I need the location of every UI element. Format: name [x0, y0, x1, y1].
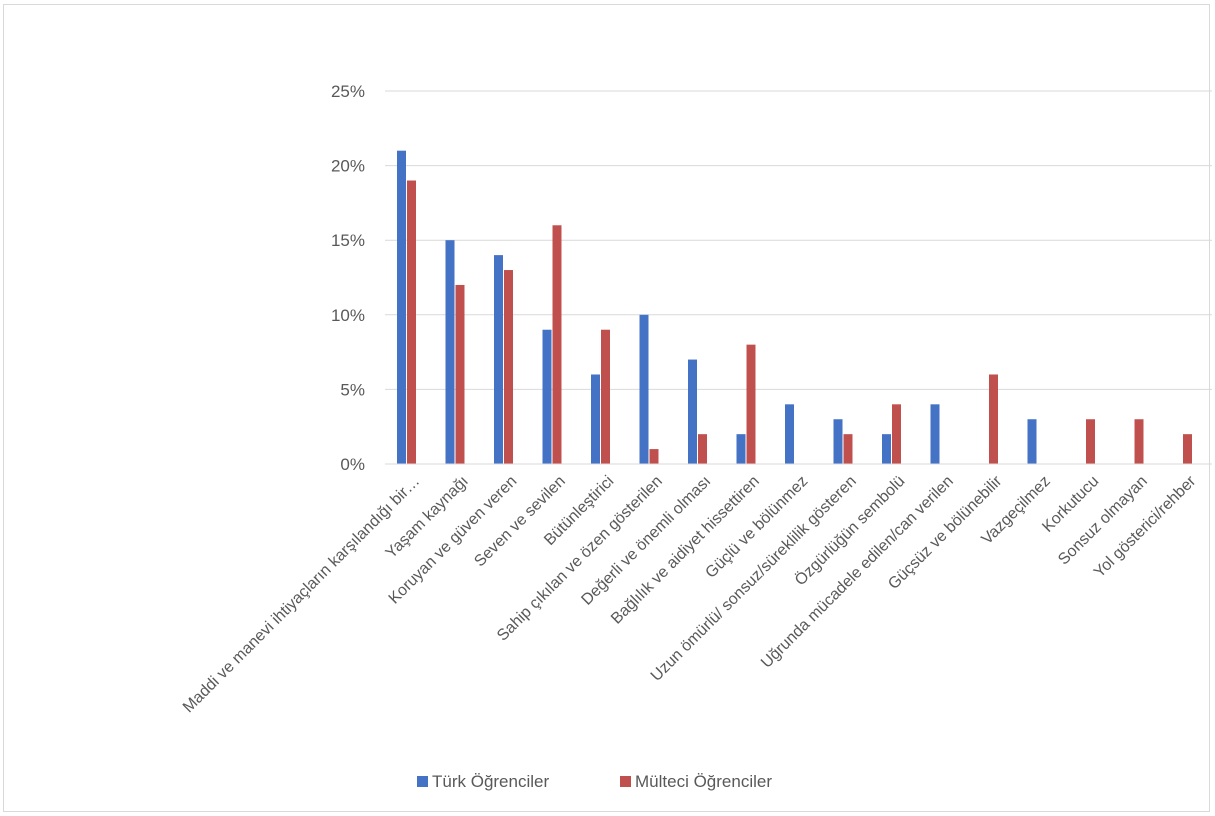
bar: [688, 359, 697, 464]
x-tick-label: Seven ve sevilen: [471, 473, 569, 571]
bar: [445, 240, 455, 464]
x-axis-labels: Maddi ve manevi ihtiyaçların karşılandığ…: [180, 472, 1200, 716]
bar: [930, 404, 940, 464]
y-axis-ticks: 0% 5% 10% 15% 20% 25%: [331, 82, 365, 474]
x-tick-label: Sonsuz olmayan: [1055, 473, 1151, 569]
legend-label: Türk Öğrenciler: [432, 772, 549, 791]
bar: [1134, 419, 1144, 464]
bar: [591, 374, 600, 464]
bar: [746, 344, 756, 464]
bar: [397, 150, 406, 464]
bar: [455, 284, 465, 464]
bar: [552, 225, 562, 464]
bar: [892, 404, 901, 464]
bar: [504, 270, 513, 464]
bar: [601, 329, 610, 464]
y-tick-label: 5%: [340, 380, 365, 399]
y-tick-label: 25%: [331, 82, 365, 101]
bar: [1086, 419, 1095, 464]
bar: [882, 434, 891, 464]
legend-label: Mülteci Öğrenciler: [635, 772, 772, 791]
gridlines: [385, 90, 1212, 390]
bars: [397, 150, 1192, 464]
bar: [494, 255, 503, 464]
bar: [1027, 419, 1037, 464]
bar: [698, 434, 707, 464]
y-tick-label: 15%: [331, 231, 365, 250]
y-tick-label: 0%: [340, 455, 365, 474]
bar: [407, 180, 416, 464]
bar: [1183, 434, 1192, 464]
y-tick-label: 10%: [331, 306, 365, 325]
legend-swatch: [620, 776, 631, 787]
legend: Türk Öğrenciler Mülteci Öğrenciler: [417, 772, 772, 791]
bar: [843, 434, 853, 464]
bar: [833, 419, 843, 464]
legend-swatch: [417, 776, 428, 787]
bar: [785, 404, 794, 464]
bar: [649, 449, 659, 464]
bar: [542, 329, 552, 464]
bar: [639, 314, 649, 464]
y-tick-label: 20%: [331, 157, 365, 176]
bar: [736, 434, 746, 464]
bar: [989, 374, 998, 464]
x-tick-label: Yaşam kaynağı: [383, 473, 472, 562]
